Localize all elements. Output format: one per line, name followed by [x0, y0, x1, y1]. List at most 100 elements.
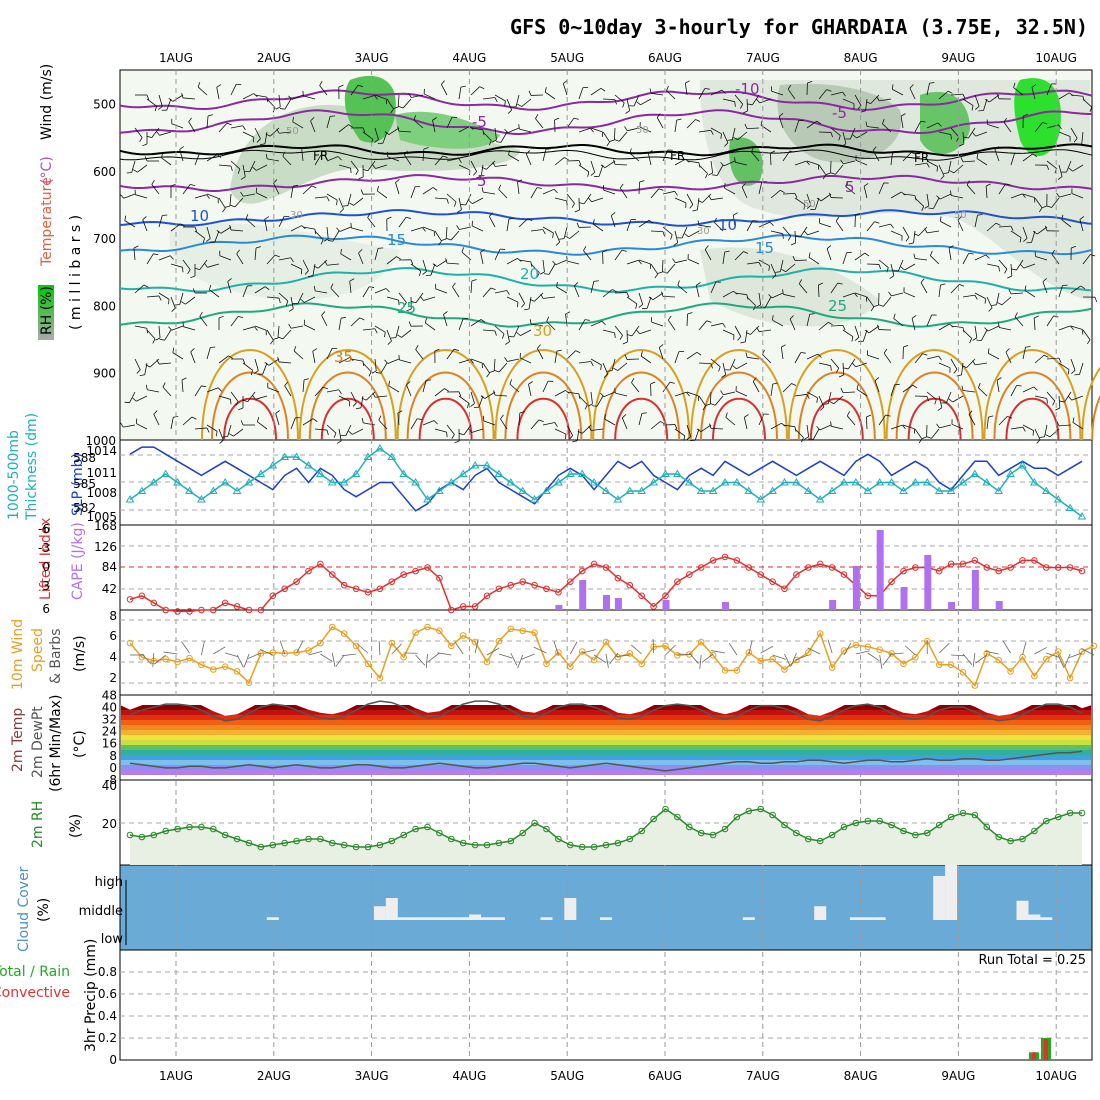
wind-barb: [470, 160, 477, 172]
wind-barb: [963, 160, 976, 163]
wind10-tick: 4: [109, 650, 117, 664]
wind-barb: [446, 424, 455, 435]
cape-bar: [579, 580, 587, 610]
rh2m-point: [912, 831, 919, 839]
lifted-index-point: [578, 567, 586, 575]
wind10-barb: [428, 652, 440, 662]
wind10-barb: [1057, 654, 1065, 668]
wind-barb-flag: [1068, 396, 1073, 401]
temp2m-tick: 40: [102, 700, 117, 714]
wind-barb: [542, 149, 547, 162]
wind-barb: [386, 329, 392, 342]
wind-barb: [686, 119, 696, 129]
wind10-point: [305, 647, 312, 654]
wind-barb: [638, 181, 641, 195]
cape-bar: [924, 555, 932, 610]
wind-barb-flag: [526, 150, 531, 155]
wind-barb: [230, 391, 239, 402]
wind-barb-flag: [154, 106, 157, 112]
wind-barb-flag: [133, 245, 139, 249]
wind-barb-flag: [348, 430, 353, 435]
wind-barb: [699, 224, 712, 228]
wind-barb: [966, 358, 976, 368]
wind-barb-flag: [324, 260, 328, 266]
wind-barb-flag: [565, 311, 571, 315]
wind-barb-flag: [216, 230, 222, 234]
wind-barb: [854, 292, 867, 298]
arch-35: [504, 371, 583, 441]
wind-barb-flag: [181, 93, 184, 99]
wind-barb: [830, 127, 841, 136]
wind-barb: [194, 385, 202, 397]
wind-barb-flag: [782, 233, 784, 239]
wind-barb: [395, 325, 400, 338]
wind-barb-flag: [872, 146, 877, 151]
wind-barb-flag: [398, 105, 404, 109]
wind-barb-flag: [911, 151, 917, 155]
wind-barb-flag: [787, 84, 792, 90]
wind-barb: [546, 321, 556, 331]
wind-barb: [482, 287, 492, 298]
wind10-point: [543, 660, 550, 668]
wind-barb-flag: [285, 300, 289, 306]
wind-barb: [284, 385, 292, 397]
contour-20: [119, 267, 1093, 293]
wind-barb: [950, 325, 963, 328]
lifted-index-point: [471, 603, 479, 610]
wind-barb-flag: [873, 304, 879, 308]
wind-barb: [367, 160, 376, 171]
wind-barb: [338, 395, 350, 402]
wind-barb: [732, 215, 736, 228]
wind10-barb: [984, 650, 999, 655]
wind-barb: [890, 263, 895, 276]
wind-barb-flag: [473, 171, 477, 176]
wind-barb: [399, 359, 412, 364]
cloud-bar: [397, 917, 410, 920]
wind-barb-flag: [600, 164, 606, 169]
wind-barb-flag: [661, 291, 664, 297]
wind10-barb: [962, 653, 973, 665]
wind-barb: [484, 391, 496, 399]
wind-barb: [604, 160, 616, 169]
wind-barb: [902, 384, 914, 393]
wind-barb-flag: [1087, 339, 1091, 345]
wind10-point: [269, 649, 277, 656]
top-date-axis: 1AUG 2AUG 3AUG 4AUG 5AUG 6AUG 7AUG 8AUG 9AUG 10AU…: [159, 51, 1077, 65]
wind-barb-flag: [669, 381, 675, 384]
wind-barb: [470, 358, 483, 364]
wind-barb-flag: [139, 374, 145, 377]
pressure-tick: 1000: [85, 434, 116, 448]
temp-band: [121, 745, 1091, 750]
wind10-barb: [474, 639, 479, 654]
wind-barb: [1082, 329, 1091, 340]
wind-barb: [722, 131, 729, 144]
wind-barb: [1031, 87, 1036, 100]
wind-barb: [930, 255, 940, 265]
wind-barb-flag: [571, 203, 575, 208]
rh2m-point: [352, 843, 360, 851]
wind10-barb: [455, 642, 464, 655]
wind-barb: [1049, 428, 1060, 438]
wind-barb: [338, 428, 342, 441]
wind-barb: [963, 390, 976, 393]
wind-barb-flag: [772, 274, 777, 279]
lifted-index-point: [983, 564, 991, 571]
pressure-tick: 800: [93, 299, 116, 313]
wind-barb: [1058, 164, 1063, 177]
date-label-bottom: 3AUG: [355, 1069, 389, 1083]
wind10-point: [1054, 648, 1062, 655]
slp-label: SLP (mb): [70, 453, 86, 516]
wind-barb-flag: [756, 304, 761, 308]
wind-barb-flag: [188, 117, 192, 123]
wind-barb: [687, 258, 700, 265]
wind-barb: [434, 197, 447, 200]
wind-barb-flag: [934, 399, 937, 405]
wind-barb: [123, 424, 136, 428]
wind10-point: [852, 641, 860, 649]
wind-barb: [966, 184, 976, 195]
wind-barb: [1011, 292, 1024, 295]
wind-barb-flag: [355, 170, 359, 175]
li-tick: -3: [38, 541, 50, 555]
wind-barb-flag: [672, 258, 676, 263]
wind-barb: [883, 352, 892, 364]
